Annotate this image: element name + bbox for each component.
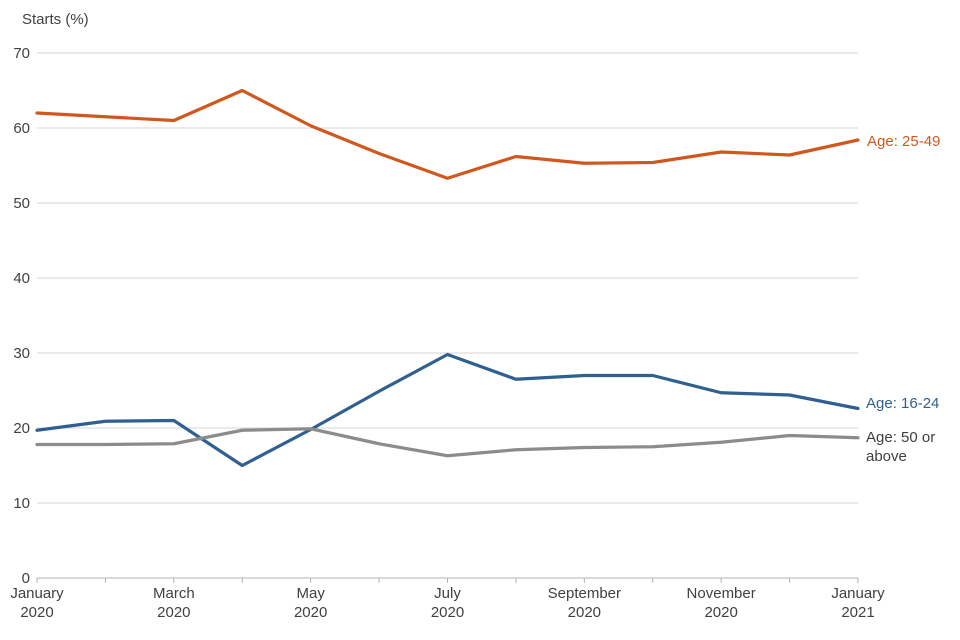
x-axis-label-month: July (434, 585, 461, 602)
x-axis-label-year: 2020 (20, 604, 54, 621)
series-label-age-25-49: Age: 25-49 (867, 133, 941, 150)
y-axis-label: 50 (13, 195, 30, 212)
y-axis-unit-title: Starts (%) (22, 11, 89, 28)
x-axis-label: May 2020 (243, 584, 379, 622)
y-axis-label: 60 (13, 120, 30, 137)
y-axis-label: 40 (13, 270, 30, 287)
x-axis-label: March 2020 (106, 584, 242, 622)
x-axis-label-year: 2021 (841, 604, 875, 621)
x-axis-label-year: 2020 (704, 604, 738, 621)
series-line-age-16-24 (35, 352, 860, 468)
x-axis-label: July 2020 (380, 584, 516, 622)
x-axis-label-month: January (831, 585, 885, 602)
series-label-age-16-24: Age: 16-24 (866, 395, 940, 412)
x-axis-label-month: January (10, 585, 64, 602)
x-axis-label-year: 2020 (157, 604, 191, 621)
y-axis-label: 70 (13, 45, 30, 62)
y-axis-label: 10 (13, 495, 30, 512)
x-axis-label: January 2020 (0, 584, 105, 622)
series-line-age-50-or-above (35, 427, 860, 458)
x-axis-label: November 2020 (653, 584, 789, 622)
x-axis-label-month: March (152, 585, 195, 602)
y-axis-label: 20 (13, 420, 30, 437)
x-axis-label-month: November (686, 585, 756, 602)
y-axis-label: 0 (21, 570, 30, 587)
x-axis-label-year: 2020 (567, 604, 602, 621)
x-axis-label: September 2020 (516, 584, 652, 622)
x-axis-label: January 2021 (790, 584, 926, 622)
x-axis-label-month: September (547, 585, 622, 602)
y-axis-label: 30 (13, 345, 30, 362)
x-axis-label-month: May (296, 585, 325, 602)
series-line-age-25-49 (35, 88, 860, 180)
series-label-age-50-or-above: Age: 50 or above (866, 429, 936, 465)
x-axis-label-year: 2020 (430, 604, 465, 621)
x-axis-label-year: 2020 (293, 604, 328, 621)
